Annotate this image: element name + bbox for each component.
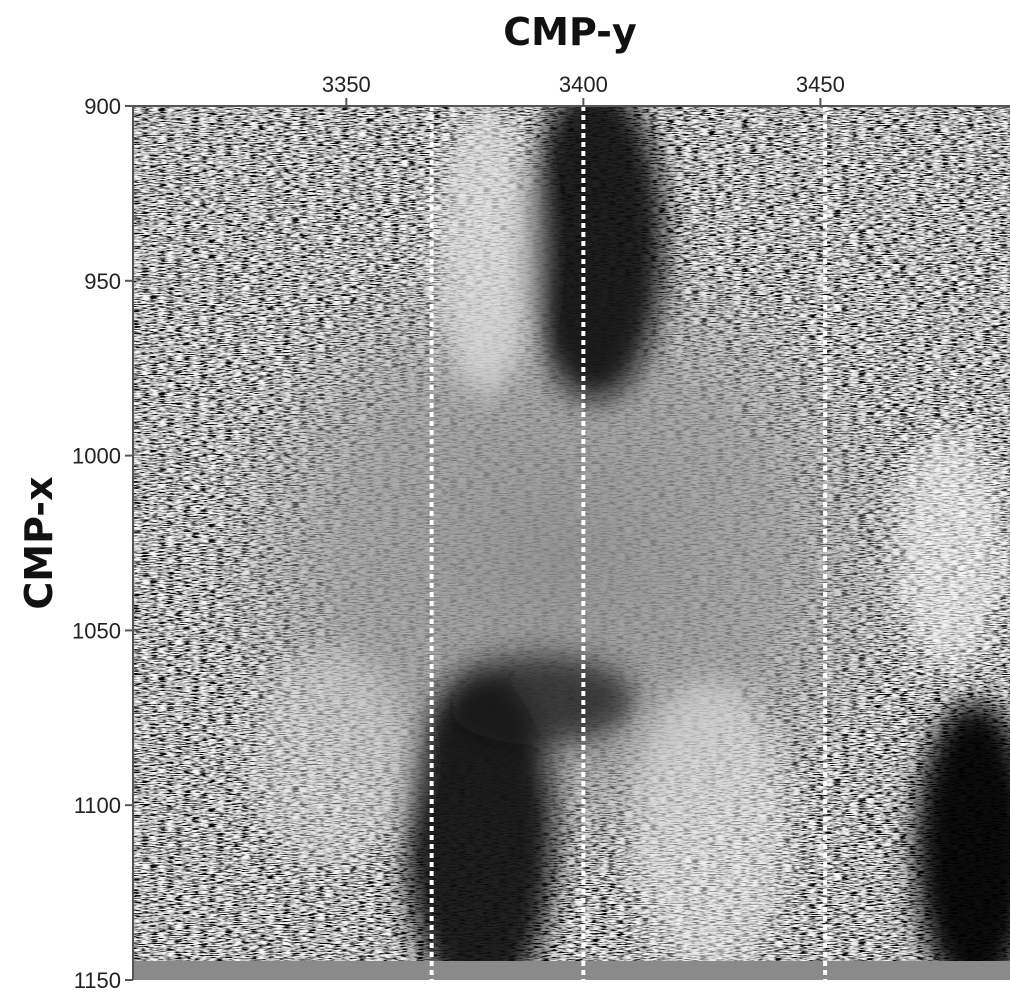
y-axis-title: CMP-x — [17, 476, 61, 609]
y-tick-label: 1150 — [74, 968, 121, 993]
bottom-band — [133, 961, 1010, 980]
y-tick-label: 1050 — [72, 618, 121, 643]
y-tick-label: 900 — [84, 94, 121, 119]
y-axis-ticks: 900 950 1000 1050 1100 1150 — [72, 94, 133, 993]
y-tick-label: 1000 — [72, 444, 121, 469]
axes — [132, 105, 1010, 980]
x-tick-label: 3350 — [322, 72, 371, 97]
reference-lines — [429, 106, 828, 980]
x-axis-title: CMP-y — [503, 10, 637, 54]
y-tick-label: 1100 — [74, 793, 121, 818]
x-tick-label: 3400 — [559, 72, 608, 97]
x-axis-ticks: 3350 3400 3450 — [322, 72, 845, 106]
x-tick-label: 3450 — [796, 72, 845, 97]
heatmap-image — [133, 106, 1010, 980]
y-tick-label: 950 — [84, 269, 121, 294]
